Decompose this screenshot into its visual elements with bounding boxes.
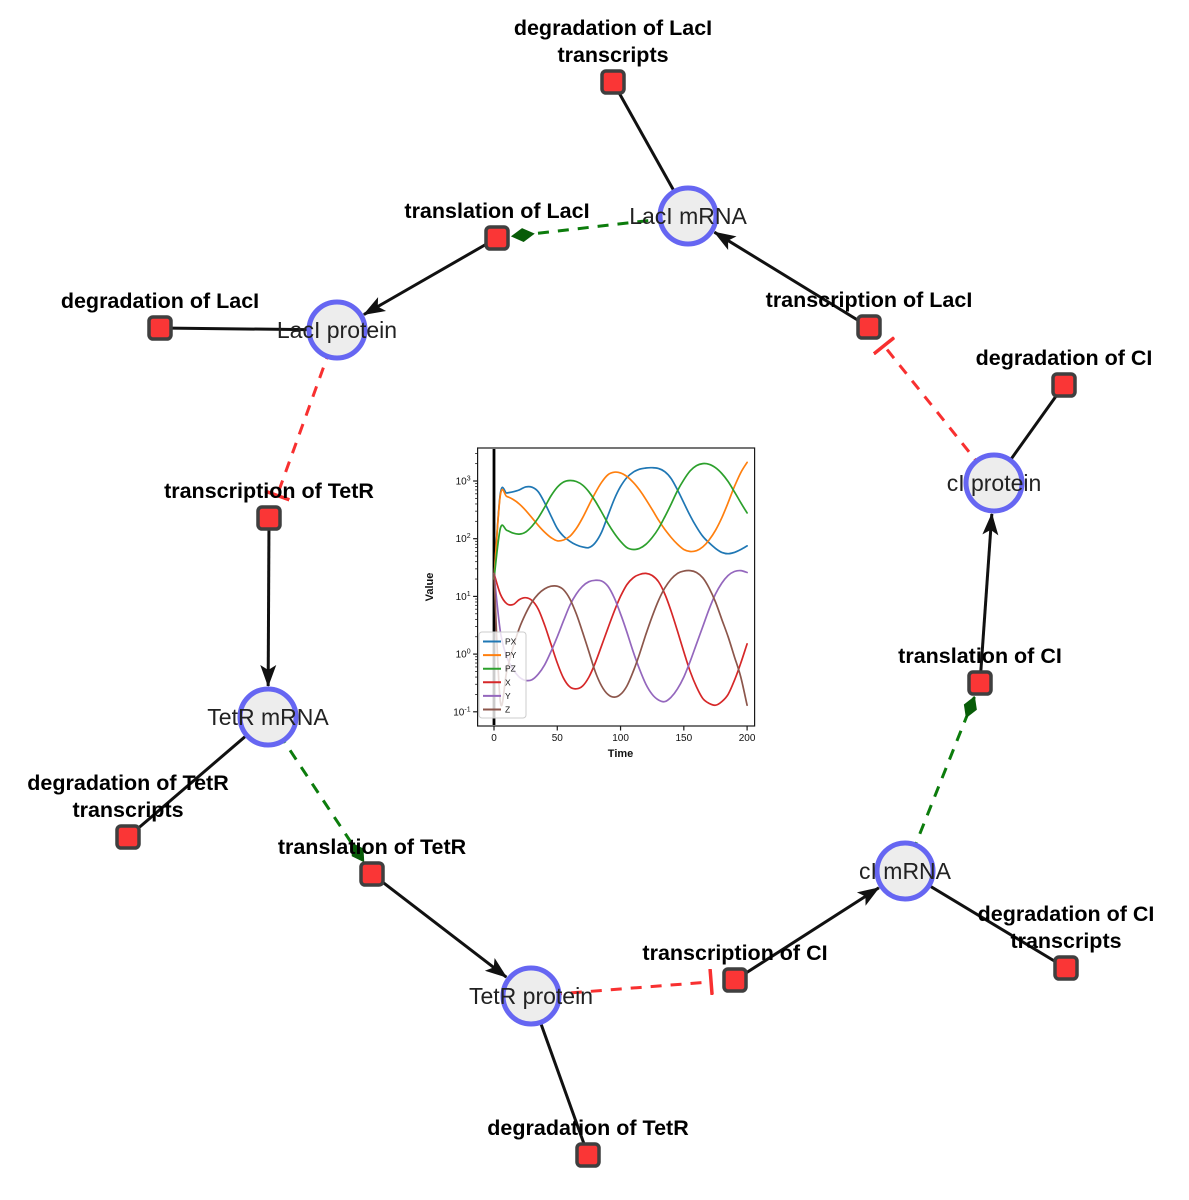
- reaction-label-deg_CI_tx: transcripts: [1010, 929, 1121, 953]
- species-label-cI_protein: cI protein: [947, 470, 1042, 496]
- species-label-TetR_mRNA: TetR mRNA: [207, 704, 329, 730]
- edge-consumption-TetR_mRNA-deg_TetR_tx: [127, 715, 269, 839]
- legend-label-X: X: [505, 677, 511, 687]
- y-tick-label: 103: [456, 476, 471, 488]
- reaction-node-tx_TetR[interactable]: [256, 505, 282, 531]
- reaction-node-deg_CI[interactable]: [1051, 372, 1077, 398]
- y-tick-label: 10-1: [453, 706, 470, 718]
- reaction-node-tl_CI[interactable]: [967, 670, 993, 696]
- series-line-X: [493, 572, 748, 707]
- y-tick-label: 100: [456, 649, 471, 661]
- reaction-label-tl_CI: translation of CI: [898, 644, 1062, 668]
- reaction-node-deg_LacI_tx[interactable]: [600, 69, 626, 95]
- reaction-node-tx_CI[interactable]: [722, 967, 748, 993]
- reaction-label-deg_TetR: degradation of TetR: [487, 1116, 689, 1140]
- species-node-cI_protein[interactable]: [963, 452, 1025, 514]
- legend-label-PY: PY: [505, 650, 517, 660]
- species-node-LacI_mRNA[interactable]: [657, 185, 719, 247]
- legend-label-PX: PX: [505, 637, 517, 647]
- reaction-label-tx_LacI: transcription of LacI: [766, 288, 973, 312]
- edge-production-tx_LacI-LacI_mRNA: [713, 230, 870, 329]
- x-tick-label: 0: [491, 733, 497, 744]
- reaction-label-deg_TetR_tx: transcripts: [72, 798, 183, 822]
- reaction-node-deg_CI_tx[interactable]: [1053, 955, 1079, 981]
- embedded-timeseries-chart: 0 50 100 150 20010310210110010-1TimeValuePXP…: [424, 447, 756, 760]
- reaction-node-tl_TetR[interactable]: [359, 861, 385, 887]
- x-axis-title: Time: [608, 748, 633, 760]
- y-tick-label: 101: [456, 591, 471, 603]
- edge-production-tl_LacI-LacI_protein: [363, 236, 498, 316]
- legend-box: [478, 631, 527, 719]
- reaction-node-deg_LacI[interactable]: [147, 315, 173, 341]
- edge-production-tl_CI-cI_protein: [978, 512, 999, 684]
- species-node-TetR_mRNA[interactable]: [237, 686, 299, 748]
- species-label-cI_mRNA: cI mRNA: [859, 858, 952, 884]
- reaction-node-tl_LacI[interactable]: [484, 225, 510, 251]
- reaction-node-deg_TetR_tx[interactable]: [115, 824, 141, 850]
- x-tick-label: 100: [612, 733, 629, 744]
- edge-production-tx_CI-cI_mRNA: [734, 886, 880, 982]
- species-label-LacI_mRNA: LacI mRNA: [629, 203, 747, 229]
- species-label-TetR_protein: TetR protein: [469, 983, 593, 1009]
- reaction-label-tx_CI: transcription of CI: [642, 941, 827, 965]
- reaction-label-tl_TetR: translation of TetR: [278, 835, 467, 859]
- series-line-Z: [493, 569, 748, 707]
- reaction-label-deg_TetR_tx: degradation of TetR: [27, 771, 229, 795]
- species-node-LacI_protein[interactable]: [306, 299, 368, 361]
- nodes-layer: [115, 69, 1079, 1168]
- reaction-label-tl_LacI: translation of LacI: [404, 199, 589, 223]
- x-tick-label: 200: [739, 733, 756, 744]
- legend-label-Y: Y: [505, 691, 511, 701]
- species-node-cI_mRNA[interactable]: [874, 840, 936, 902]
- legend-label-PZ: PZ: [505, 664, 516, 674]
- edge-consumption-cI_mRNA-deg_CI_tx: [904, 869, 1067, 970]
- reaction-node-deg_TetR[interactable]: [575, 1142, 601, 1168]
- species-node-TetR_protein[interactable]: [500, 965, 562, 1027]
- y-axis-title: Value: [424, 573, 436, 602]
- x-tick-label: 150: [675, 733, 692, 744]
- edge-production-tx_TetR-TetR_mRNA: [260, 517, 277, 688]
- series-line-PZ: [493, 462, 748, 580]
- reaction-node-tx_LacI[interactable]: [856, 314, 882, 340]
- reaction-label-deg_LacI_tx: degradation of LacI: [514, 16, 712, 40]
- reaction-label-deg_CI_tx: degradation of CI: [978, 902, 1155, 926]
- reaction-label-deg_LacI_tx: transcripts: [557, 43, 668, 67]
- series-line-Y: [493, 569, 748, 703]
- legend: PX PY PZ XYZ: [478, 631, 527, 719]
- x-tick-label: 50: [552, 733, 564, 744]
- reaction-label-deg_LacI: degradation of LacI: [61, 289, 259, 313]
- y-tick-label: 102: [456, 533, 471, 545]
- axes-frame: [477, 447, 756, 727]
- series-line-PX: [493, 466, 748, 580]
- reaction-label-tx_TetR: transcription of TetR: [164, 479, 374, 503]
- labels-layer: LacI mRNA LacI protein TetR mRNA TetR prote…: [27, 16, 1154, 1140]
- reaction-label-deg_CI: degradation of CI: [976, 346, 1153, 370]
- species-label-LacI_protein: LacI protein: [277, 317, 397, 343]
- edge-production-tl_TetR-TetR_protein: [371, 872, 508, 979]
- legend-label-Z: Z: [505, 705, 510, 715]
